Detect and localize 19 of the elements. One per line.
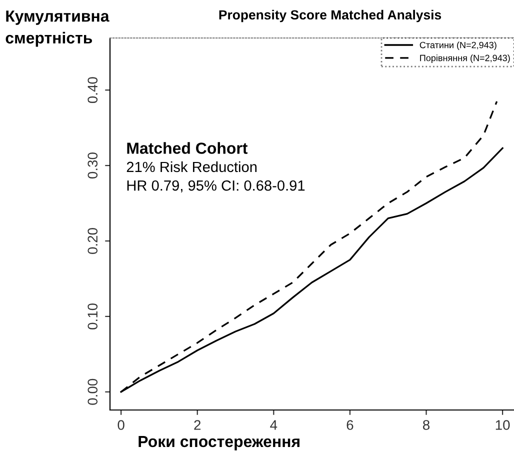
x-tick-label: 10	[496, 420, 510, 430]
y-tick-label: 0.30	[88, 152, 98, 178]
annotation: Matched Cohort	[127, 142, 248, 154]
x-tick-label: 2	[194, 420, 201, 430]
y-tick-label: 0.10	[88, 303, 98, 330]
x-tick-label: 6	[346, 420, 354, 430]
annotation: HR 0.79, 95% CI: 0.68-0.91	[127, 180, 305, 192]
x-tick-label: 0	[118, 420, 124, 430]
x-axis-title: Роки спостереження	[138, 436, 300, 450]
x-tick-label: 4	[270, 420, 278, 430]
y-axis-title: Кумулятивна смертність	[6, 10, 110, 47]
legend-label: Порівняння (N=2,943)	[420, 54, 510, 63]
legend-label: Статини (N=2,943)	[420, 42, 496, 50]
y-tick-label: 0.40	[88, 77, 98, 104]
y-tick-label: 0.20	[88, 228, 98, 254]
annotation: 21% Risk Reduction	[126, 161, 257, 172]
chart-title: Propensity Score Matched Analysis	[219, 10, 442, 22]
y-tick-label: 0.00	[88, 378, 98, 405]
x-tick-label: 8	[423, 420, 430, 430]
